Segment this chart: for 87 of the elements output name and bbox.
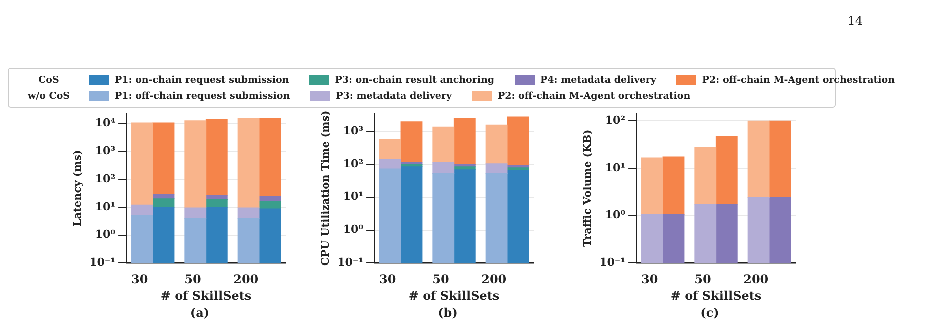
bar <box>486 173 508 264</box>
bar <box>694 204 717 264</box>
bar <box>238 208 260 219</box>
bar <box>507 170 530 264</box>
y-tick-label: 10² <box>605 114 626 128</box>
x-tick-label: 30 <box>379 272 396 287</box>
bar <box>486 124 508 164</box>
y-tick-label: 10⁰ <box>605 208 626 222</box>
x-tick-label: 50 <box>694 272 712 287</box>
y-tick-label: 10¹ <box>95 200 116 214</box>
text: 14 <box>848 14 863 28</box>
bar <box>507 116 530 166</box>
bar <box>206 207 228 264</box>
y-tick-label: 10¹ <box>605 161 626 174</box>
bar <box>748 120 770 198</box>
text: (a) <box>189 306 211 320</box>
bar <box>238 218 260 264</box>
bar <box>662 156 685 216</box>
legend-label: P3: on-chain result anchoring <box>335 74 495 86</box>
bar <box>694 147 717 205</box>
bar <box>454 118 476 166</box>
y-tick-label: 10¹ <box>343 190 364 204</box>
bar <box>432 126 455 163</box>
x-tick-label: 200 <box>744 272 769 287</box>
bar <box>259 208 282 264</box>
text: w/o CoS <box>28 90 70 102</box>
bar <box>184 208 207 219</box>
bar <box>716 136 738 205</box>
y-tick-label: 10⁴ <box>95 116 116 130</box>
text: CoS <box>38 74 60 86</box>
bar <box>206 119 228 196</box>
legend-label: P1: on-chain request submission <box>115 74 290 86</box>
bar <box>152 198 175 208</box>
bar <box>184 218 207 264</box>
y-axis-title: Traffic Volume (KB) <box>582 130 594 248</box>
y-tick-label: 10⁻¹ <box>90 256 116 270</box>
bar <box>132 122 154 206</box>
bar <box>132 204 154 216</box>
bar <box>206 195 228 200</box>
x-axis-title: # of SkillSets <box>408 288 500 303</box>
bar <box>152 207 175 264</box>
bar <box>769 120 792 198</box>
legend-label: P3: metadata delivery <box>336 90 452 102</box>
y-tick-label: 10³ <box>95 144 116 158</box>
bar <box>238 118 260 208</box>
bar <box>716 204 738 264</box>
y-tick-label: 10⁰ <box>95 228 116 242</box>
bar <box>662 214 685 264</box>
y-tick-label: 10⁰ <box>343 223 364 236</box>
bar <box>259 118 282 197</box>
y-tick-label: 10² <box>95 172 116 186</box>
bar <box>152 122 175 195</box>
y-tick-label: 10⁻¹ <box>600 256 626 270</box>
text: (c) <box>700 306 720 320</box>
bar <box>748 198 770 264</box>
bar <box>432 162 455 174</box>
y-axis-title: CPU Utilization Time (ms) <box>320 110 332 266</box>
legend-label: P4: metadata delivery <box>540 74 656 86</box>
bar <box>642 158 664 216</box>
x-tick-label: 200 <box>482 272 507 287</box>
bar <box>400 166 423 264</box>
bar <box>400 122 423 163</box>
bar <box>380 139 402 160</box>
text: (b) <box>437 306 459 320</box>
legend-label: P1: off-chain request submission <box>115 90 290 102</box>
x-tick-label: 50 <box>432 272 450 287</box>
x-tick-label: 30 <box>641 272 658 287</box>
x-tick-label: 30 <box>131 272 148 287</box>
bar <box>486 164 508 174</box>
y-axis-title: Latency (ms) <box>72 150 84 227</box>
legend-label: P2: off-chain M-Agent orchestration <box>702 74 896 86</box>
bar <box>769 198 792 264</box>
bar <box>380 168 402 264</box>
x-axis-title: # of SkillSets <box>160 288 252 303</box>
bar <box>132 215 154 264</box>
x-axis-title: # of SkillSets <box>670 288 762 303</box>
y-tick-label: 10³ <box>343 124 364 138</box>
y-tick-label: 10⁻¹ <box>338 256 364 270</box>
bar <box>432 173 455 264</box>
y-tick-label: 10² <box>343 157 364 170</box>
legend-label: P2: off-chain M-Agent orchestration <box>498 90 691 102</box>
x-tick-label: 50 <box>184 272 202 287</box>
bar <box>184 120 207 208</box>
x-tick-label: 200 <box>234 272 259 287</box>
bar <box>454 170 476 264</box>
bar <box>380 159 402 170</box>
bar <box>642 214 664 264</box>
